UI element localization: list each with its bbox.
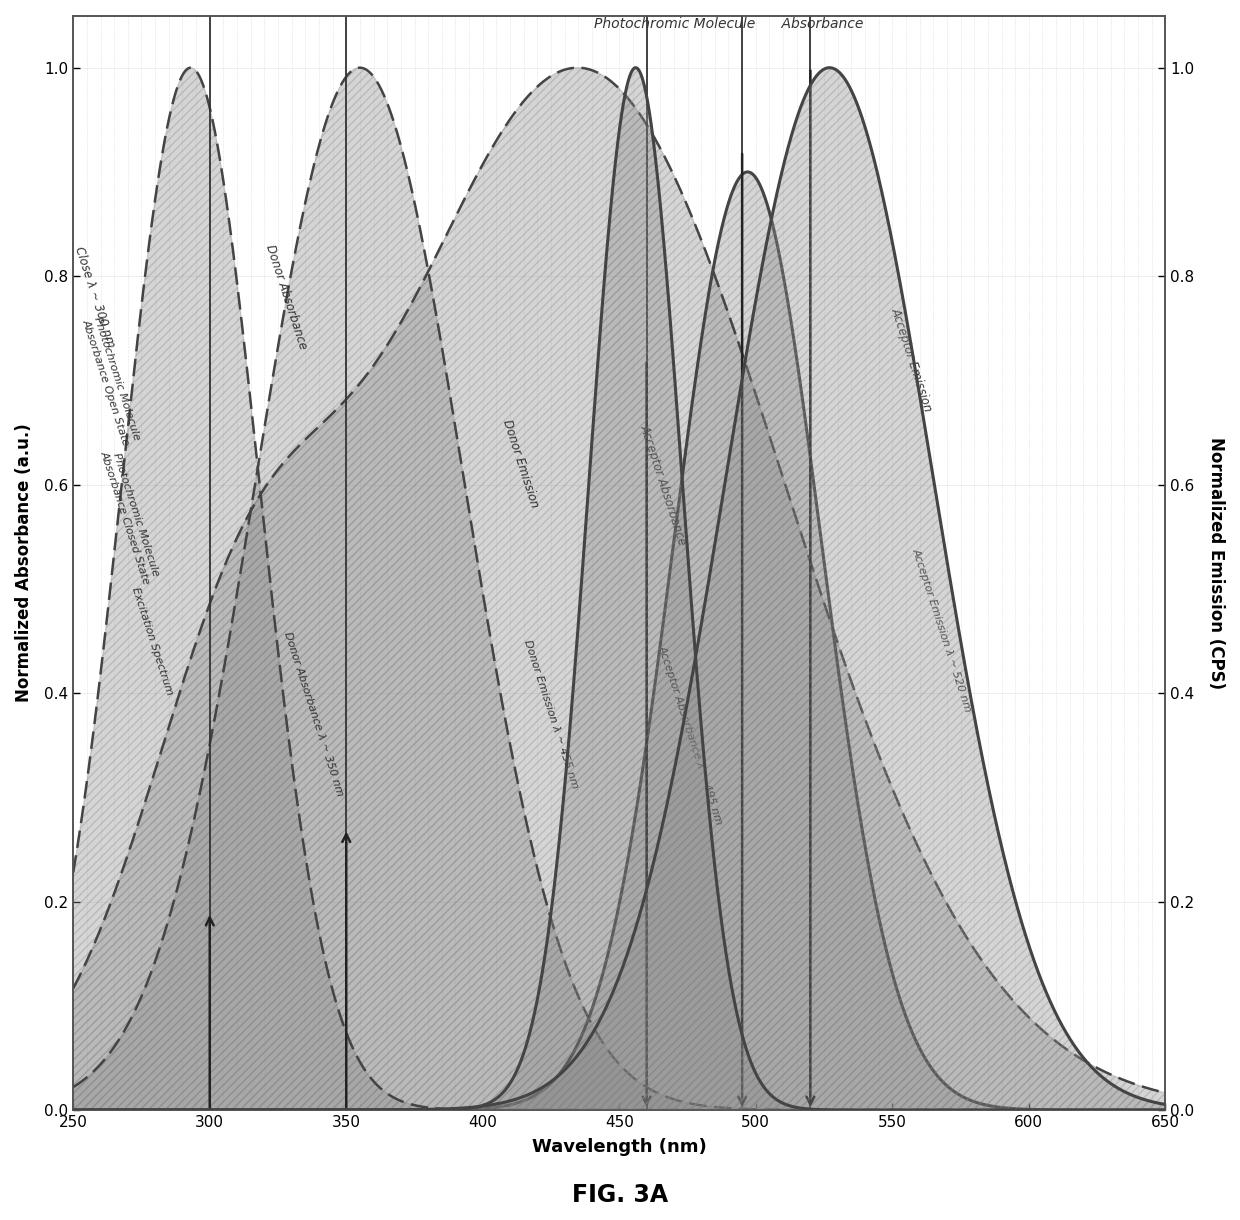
Text: Photochromic Molecule
Absorbance Open State: Photochromic Molecule Absorbance Open St… — [81, 315, 143, 447]
Text: FIG. 3A: FIG. 3A — [572, 1182, 668, 1207]
Text: Donor Absorbance: Donor Absorbance — [263, 243, 309, 351]
Text: Donor Emission: Donor Emission — [501, 418, 542, 510]
Y-axis label: Normalized Emission (CPS): Normalized Emission (CPS) — [1207, 437, 1225, 689]
Text: Acceptor Emission λ ~ 520 nm: Acceptor Emission λ ~ 520 nm — [910, 548, 972, 714]
Text: Acceptor Absorbance λ ~ 495 nm: Acceptor Absorbance λ ~ 495 nm — [656, 644, 724, 826]
Text: Donor Emission λ ~ 455 nm: Donor Emission λ ~ 455 nm — [522, 638, 580, 789]
Text: Acceptor Absorbance: Acceptor Absorbance — [637, 422, 688, 547]
Text: Close λ ~ 300 nm: Close λ ~ 300 nm — [73, 245, 118, 349]
X-axis label: Wavelength (nm): Wavelength (nm) — [532, 1138, 707, 1157]
Text: Donor Absorbance λ ~ 350 nm: Donor Absorbance λ ~ 350 nm — [281, 631, 345, 798]
Text: Photochromic Molecule      Absorbance: Photochromic Molecule Absorbance — [594, 17, 863, 32]
Text: Acceptor Emission: Acceptor Emission — [888, 306, 935, 414]
Y-axis label: Normalized Absorbance (a.u.): Normalized Absorbance (a.u.) — [15, 423, 33, 703]
Text: Photochromic Molecule
Absorbance Closed State: Photochromic Molecule Absorbance Closed … — [99, 447, 162, 586]
Text: Excitation Spectrum: Excitation Spectrum — [130, 586, 175, 697]
